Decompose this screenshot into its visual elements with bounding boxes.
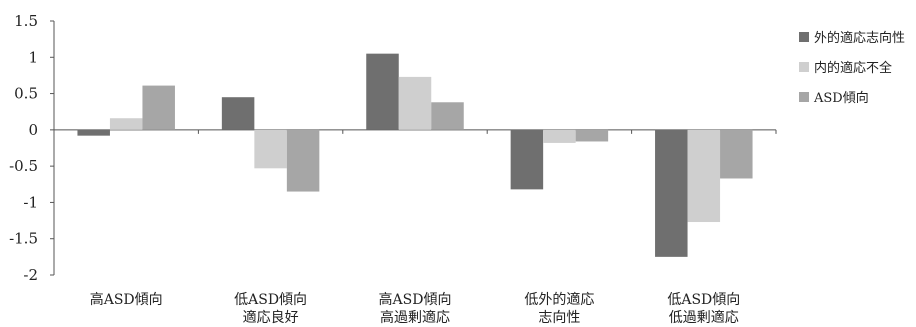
legend-swatch (799, 32, 809, 42)
category-labels: 高ASD傾向 低ASD傾向適応良好高ASD傾向高過剰適応低外的適応志向性低ASD傾… (90, 291, 741, 326)
legend-label: 外的適応志向性 (814, 30, 905, 46)
bar (543, 129, 576, 143)
legend-label: ASD傾向 (813, 90, 869, 106)
bar (655, 129, 688, 257)
bar (142, 85, 175, 130)
category-label: 低ASD傾向 (667, 292, 740, 308)
bar (575, 129, 609, 142)
legend-swatch (799, 62, 809, 72)
bar (510, 129, 544, 190)
bar (77, 129, 110, 136)
y-tick-label: -1.5 (9, 230, 38, 248)
category-label: 高ASD傾向 (379, 291, 452, 308)
category-label: 高過剰適応 (380, 309, 450, 326)
category-label: 高ASD傾向 (90, 291, 163, 308)
bar (221, 97, 255, 130)
bar (109, 118, 143, 130)
y-tick-label: 0.5 (14, 85, 38, 103)
category-label: 低ASD傾向 (234, 292, 307, 308)
bar (286, 129, 320, 192)
bar (720, 129, 753, 179)
y-tick-label: -2 (23, 266, 38, 284)
category-label: 低外的適応 (524, 291, 594, 308)
y-tick-label: 1 (28, 48, 38, 66)
bar (398, 76, 432, 130)
bar (687, 129, 721, 223)
chart-bars (77, 53, 753, 257)
category-label: 低過剰適応 (669, 309, 739, 326)
y-tick-label: -1 (23, 193, 38, 211)
y-tick-label: 0 (28, 121, 38, 139)
category-label: 志向性 (538, 310, 580, 326)
legend-label: 内的適応不全 (814, 60, 892, 76)
category-label: 適応良好 (243, 309, 299, 326)
y-tick-label: -0.5 (9, 157, 38, 175)
bar (366, 53, 399, 130)
y-tick-label: 1.5 (14, 12, 38, 30)
bar (254, 129, 287, 169)
legend-swatch (799, 92, 809, 102)
bar (431, 102, 464, 130)
